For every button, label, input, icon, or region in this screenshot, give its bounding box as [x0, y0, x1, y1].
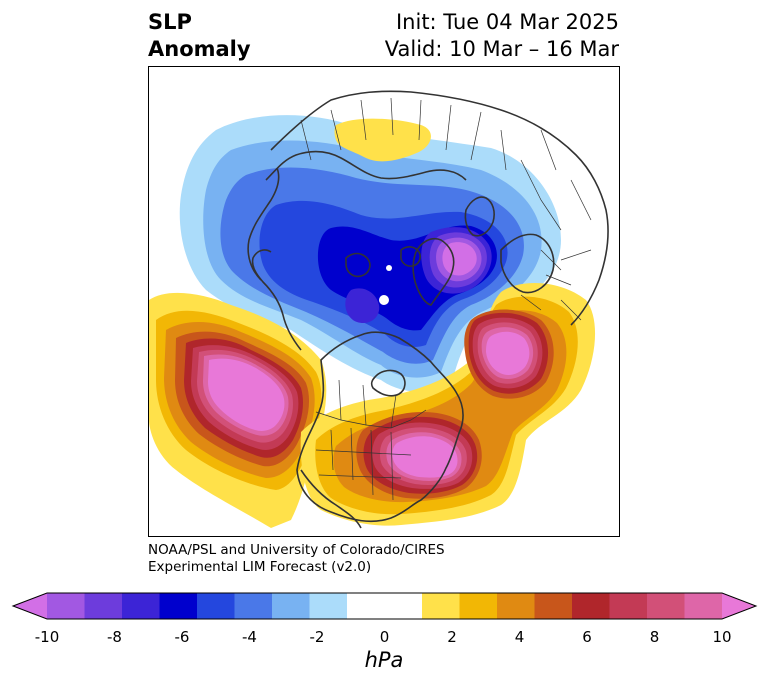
colorbar-segment: [197, 593, 235, 619]
colorbar-tick-label: 8: [649, 628, 660, 646]
map-title: SLP Anomaly: [148, 9, 251, 63]
border-us-canada: [315, 409, 427, 429]
colorbar-tick-label: 2: [447, 628, 457, 646]
colorbar-outline: [11, 592, 758, 620]
coast-arctic-islands: [345, 246, 421, 278]
colorbar-tick-label: -10: [34, 628, 60, 646]
colorbar-tick-label: -2: [309, 628, 325, 646]
north-pole-marker: [379, 295, 389, 305]
contour-atl-9: [392, 331, 530, 478]
colorbar-tick-label: -6: [174, 628, 190, 646]
coastlines: [247, 90, 609, 529]
colorbar-segment: [234, 593, 273, 619]
colorbar-tick-label: 6: [582, 628, 592, 646]
colorbar-segment: [497, 593, 535, 619]
colorbar-segment: [459, 593, 498, 619]
coast-north-america: [296, 331, 464, 523]
colorbar-segment: [309, 593, 348, 619]
colorbar-segment: [684, 593, 723, 619]
map-dates: Init: Tue 04 Mar 2025 Valid: 10 Mar – 16…: [385, 9, 619, 63]
title-line-2: Anomaly: [148, 37, 251, 61]
border-asia-2: [300, 97, 482, 161]
negative-anomaly-field: [179, 115, 561, 392]
coast-greenland: [412, 237, 455, 306]
borders: [300, 97, 592, 501]
colorbar-segment: [647, 593, 685, 619]
colorbar-extend-low: [13, 593, 47, 619]
coast-alaska: [251, 249, 302, 351]
colorbar-tick-label: 10: [712, 628, 732, 646]
north-positive: [334, 118, 431, 162]
atlantic-positive: [300, 282, 596, 526]
colorbar-segment: [272, 593, 310, 619]
colorbar-segment: [122, 593, 160, 619]
coast-scandinavia: [464, 196, 495, 237]
border-europe: [520, 249, 582, 321]
colorbar-extend-high: [722, 593, 756, 619]
contour-pos-north: [334, 118, 431, 162]
init-date: Init: Tue 04 Mar 2025: [395, 10, 619, 34]
colorbar-segment: [422, 593, 460, 619]
coast-europe: [500, 233, 555, 294]
anomaly-map-svg: [149, 90, 609, 529]
colorbar-segment: [534, 593, 573, 619]
credit-line-2: Experimental LIM Forecast (v2.0): [148, 559, 372, 575]
colorbar: [11, 592, 758, 620]
colorbar-segment: [609, 593, 648, 619]
coast-siberia: [265, 150, 467, 181]
colorbar-segment: [384, 593, 423, 619]
pacific-positive: [149, 292, 327, 528]
colorbar-segment: [347, 593, 385, 619]
coast-hudson-bay: [370, 369, 406, 397]
valid-range: Valid: 10 Mar – 16 Mar: [384, 37, 619, 61]
colorbar-tick-label: 4: [514, 628, 525, 646]
colorbar-tick-label: -8: [107, 628, 122, 646]
border-us-states-1: [315, 427, 412, 501]
colorbar-segment: [159, 593, 198, 619]
pole-inner-marker: [386, 265, 392, 271]
title-line-1: SLP: [148, 10, 192, 34]
contour-pac-9: [208, 358, 285, 431]
colorbar-segment: [84, 593, 123, 619]
colorbar-tick-label: 0: [379, 628, 390, 646]
colorbar-segments: [13, 593, 756, 619]
polar-map: [148, 66, 620, 537]
colorbar-segment: [572, 593, 610, 619]
coast-eurasia: [270, 90, 609, 326]
colorbar-tick-label: -4: [242, 628, 257, 646]
credit-text: NOAA/PSL and University of Colorado/CIRE…: [148, 542, 445, 576]
colorbar-tick-labels: -10 -8 -6 -4 -2 0 2 4 6 8 10: [0, 628, 768, 648]
border-eurasia-1: [500, 129, 592, 261]
coast-east-asia: [247, 167, 280, 281]
credit-line-1: NOAA/PSL and University of Colorado/CIRE…: [148, 542, 445, 558]
colorbar-segment: [47, 593, 85, 619]
colorbar-unit: hPa: [364, 648, 404, 672]
border-canada-prov: [338, 379, 397, 429]
coast-mexico: [300, 469, 362, 529]
